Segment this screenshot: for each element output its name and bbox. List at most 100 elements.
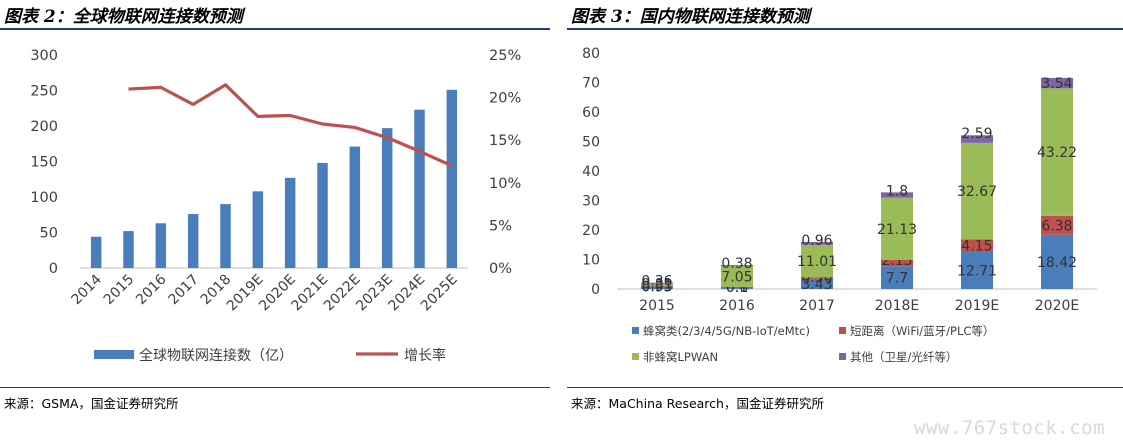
bar	[90, 236, 102, 268]
data-label: 4.15	[961, 238, 992, 254]
stack-segment	[961, 142, 993, 240]
x-tick-label: 2015	[639, 298, 675, 314]
y-right-tick-label: 5%	[489, 218, 512, 234]
bar	[317, 162, 328, 268]
y-right-tick-label: 15%	[489, 133, 521, 149]
y-left-tick-label: 100	[30, 190, 58, 206]
x-tick-label: 2019E	[955, 298, 999, 314]
y-right-tick-label: 20%	[489, 91, 521, 107]
stack-segment	[881, 266, 913, 289]
legend-label: 蜂窝类(2/3/4/5G/NB-IoT/eMtc)	[643, 324, 810, 338]
y-left-tick-label: 250	[30, 84, 58, 100]
right-source: 来源：MaChina Research，国金证券研究所	[571, 396, 824, 411]
y-tick-label: 30	[582, 194, 600, 210]
y-right-tick-label: 25%	[489, 48, 521, 64]
stack-segment	[801, 277, 833, 279]
stack-segment	[801, 278, 833, 289]
bar	[446, 89, 458, 268]
data-label: 6.38	[1041, 218, 1072, 234]
growth-rate-line	[128, 83, 453, 168]
data-label: 0.36	[641, 274, 672, 290]
y-left-tick-label: 200	[30, 119, 58, 135]
data-label: 21.13	[877, 222, 917, 238]
stack-segment	[1041, 88, 1073, 216]
stack-segment	[881, 192, 913, 198]
right-chart-panel: 图表 3：国内物联网连接数预测 0 10 20 30 40 50 60 70 80 0.93 0.0…	[567, 0, 1123, 445]
legend-swatch	[632, 353, 639, 360]
bar	[252, 191, 264, 268]
right-source-rule	[567, 387, 1123, 388]
stack-segment	[801, 241, 833, 245]
legend-label: 其他（卫星/光纤等）	[850, 350, 957, 364]
legend-swatch	[632, 327, 639, 334]
y-right-tick-label: 0%	[489, 261, 512, 277]
stack-segment	[881, 260, 913, 267]
stack-segment	[641, 283, 673, 287]
x-tick-label: 2016	[719, 298, 755, 314]
legend-label: 非蜂窝LPWAN	[643, 350, 718, 364]
stack-segment	[721, 266, 753, 287]
data-label: 43.22	[1037, 145, 1077, 161]
y-tick-label: 0	[591, 282, 600, 298]
bar	[155, 223, 167, 268]
stack-segment	[1041, 215, 1073, 235]
right-chart-title: 图表 3：国内物联网连接数预测	[571, 7, 810, 27]
y-right-tick-label: 10%	[489, 176, 521, 192]
bar	[123, 231, 134, 268]
x-tick-label: 2018E	[875, 298, 919, 314]
legend-swatch	[839, 327, 846, 334]
stack-segment	[961, 135, 993, 143]
right-title-rule	[567, 28, 1123, 30]
bar	[349, 146, 361, 268]
y-left-tick-label: 50	[40, 226, 58, 242]
left-chart-svg: 0501001502002503000%5%10%15%20%25%201420…	[30, 48, 521, 364]
legend-label-line: 增长率	[404, 347, 446, 364]
x-tick-label: 2020E	[1035, 298, 1079, 314]
data-label: 7.05	[721, 270, 752, 286]
left-source: 来源：GSMA，国金证券研究所	[4, 396, 179, 411]
y-tick-label: 50	[582, 135, 600, 151]
data-label: 18.42	[1037, 255, 1077, 271]
stack-segment	[721, 287, 753, 289]
y-left-tick-label: 300	[30, 48, 58, 64]
x-tick-label: 2016	[133, 271, 170, 308]
data-label: 2.59	[961, 126, 992, 142]
stack-segment	[1041, 234, 1073, 289]
stack-segment	[961, 239, 993, 252]
stack-segment	[641, 282, 673, 284]
data-label: 11.01	[797, 254, 837, 270]
left-chart-panel: 图表 2：全球物联网连接数预测 0 50 100 150 200 250 300 0% 5% 10…	[0, 0, 550, 445]
y-tick-label: 70	[582, 76, 600, 92]
stack-segment	[641, 286, 673, 289]
stack-segment	[721, 286, 753, 288]
left-chart-title: 图表 2：全球物联网连接数预测	[4, 7, 243, 27]
stack-segment	[961, 251, 993, 289]
x-tick-label: 2015	[101, 272, 138, 309]
data-label: 32.67	[957, 184, 997, 200]
stack-segment	[641, 286, 673, 287]
x-tick-label: 2025E	[418, 272, 461, 315]
y-tick-label: 80	[582, 46, 600, 62]
stack-segment	[801, 244, 833, 278]
legend-swatch	[839, 353, 846, 360]
y-tick-label: 40	[582, 164, 600, 180]
stack-segment	[881, 197, 913, 261]
left-title-rule	[0, 28, 550, 30]
data-label: 3.54	[1041, 76, 1072, 92]
bar	[381, 128, 393, 268]
stack-segment	[721, 265, 753, 267]
data-label: 3.43	[801, 277, 832, 293]
y-left-tick-label: 0	[49, 261, 58, 277]
bar	[220, 204, 231, 268]
data-label: 0.38	[721, 256, 752, 272]
bar	[187, 214, 199, 268]
bar	[414, 109, 425, 268]
data-label: 1.8	[886, 183, 908, 199]
data-label: 0.96	[801, 233, 832, 249]
legend-label-bar: 全球物联网连接数（亿）	[139, 347, 293, 364]
right-chart-svg: 010203040506070800.930.050.810.3620150.6…	[582, 46, 1097, 364]
data-label: 12.71	[957, 263, 997, 279]
x-tick-label: 2017	[165, 272, 202, 309]
legend-swatch-bar	[94, 350, 134, 359]
x-tick-label: 2017	[799, 298, 835, 314]
